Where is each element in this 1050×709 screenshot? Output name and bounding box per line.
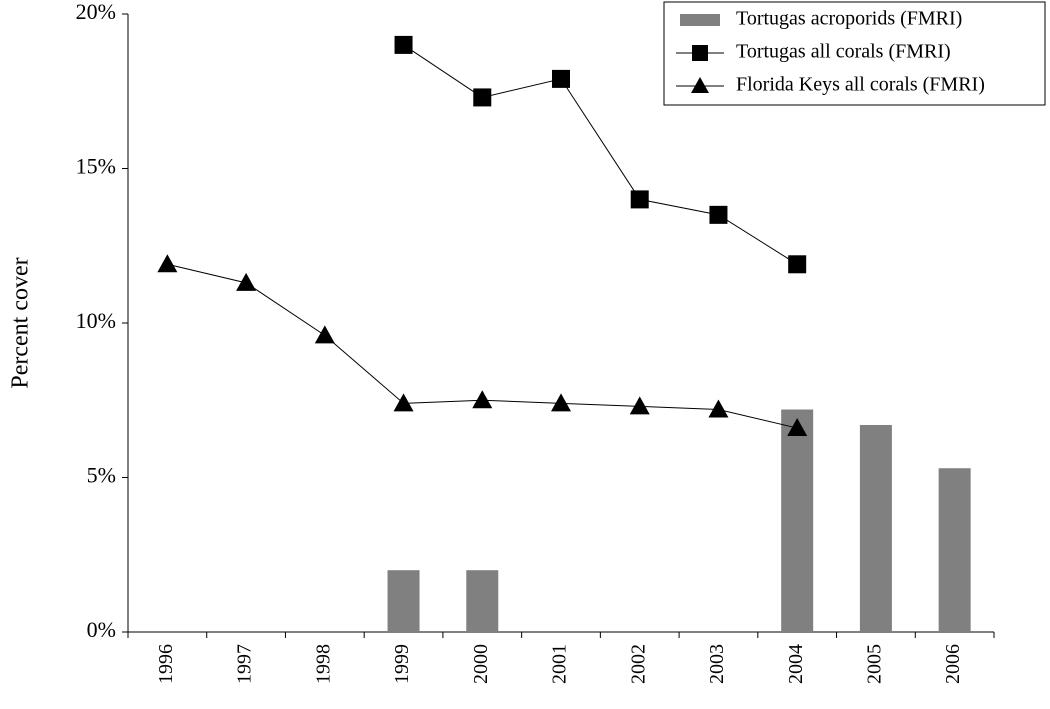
legend-label: Tortugas acroporids (FMRI) xyxy=(736,8,962,30)
triangle-marker xyxy=(393,393,414,412)
legend-marker xyxy=(692,45,708,61)
triangle-marker xyxy=(787,418,808,437)
x-tick-label: 2004 xyxy=(785,644,807,684)
triangle-marker xyxy=(472,390,493,409)
triangle-marker xyxy=(314,325,335,344)
x-tick-label: 2002 xyxy=(627,644,649,684)
square-marker xyxy=(709,205,728,224)
triangle-marker xyxy=(629,396,650,415)
triangle-marker xyxy=(551,393,571,412)
legend-marker xyxy=(691,77,709,93)
x-tick-label: 1998 xyxy=(312,644,334,684)
legend-swatch xyxy=(680,14,720,26)
bar xyxy=(466,570,499,632)
square-marker xyxy=(552,69,570,88)
x-tick-label: 1999 xyxy=(391,644,413,684)
x-tick-label: 2003 xyxy=(706,644,728,684)
x-tick-label: 1996 xyxy=(155,644,177,684)
square-marker xyxy=(394,35,413,54)
x-tick-label: 1997 xyxy=(234,644,256,684)
y-axis-label: Percent cover xyxy=(8,257,34,388)
square-marker xyxy=(473,88,492,107)
legend-box xyxy=(663,1,1046,106)
y-tick-label: 0% xyxy=(87,617,116,642)
x-tick-label: 2001 xyxy=(549,644,571,684)
bar xyxy=(938,468,971,632)
y-tick-label: 10% xyxy=(76,308,116,333)
bar xyxy=(387,570,420,632)
x-tick-label: 2000 xyxy=(470,644,492,684)
triangle-marker xyxy=(236,272,257,291)
triangle-marker xyxy=(157,254,178,273)
y-tick-label: 20% xyxy=(76,0,116,24)
bar xyxy=(781,409,814,632)
legend-label: Tortugas all corals (FMRI) xyxy=(736,41,951,63)
x-tick-label: 2006 xyxy=(942,644,964,684)
triangle-marker xyxy=(708,399,729,418)
x-tick-label: 2005 xyxy=(864,644,886,684)
bar xyxy=(859,424,892,632)
y-tick-label: 5% xyxy=(87,463,116,488)
square-marker xyxy=(630,190,649,209)
line xyxy=(403,44,798,265)
y-tick-label: 15% xyxy=(76,154,116,179)
legend-label: Florida Keys all corals (FMRI) xyxy=(736,74,985,96)
square-marker xyxy=(788,255,807,274)
